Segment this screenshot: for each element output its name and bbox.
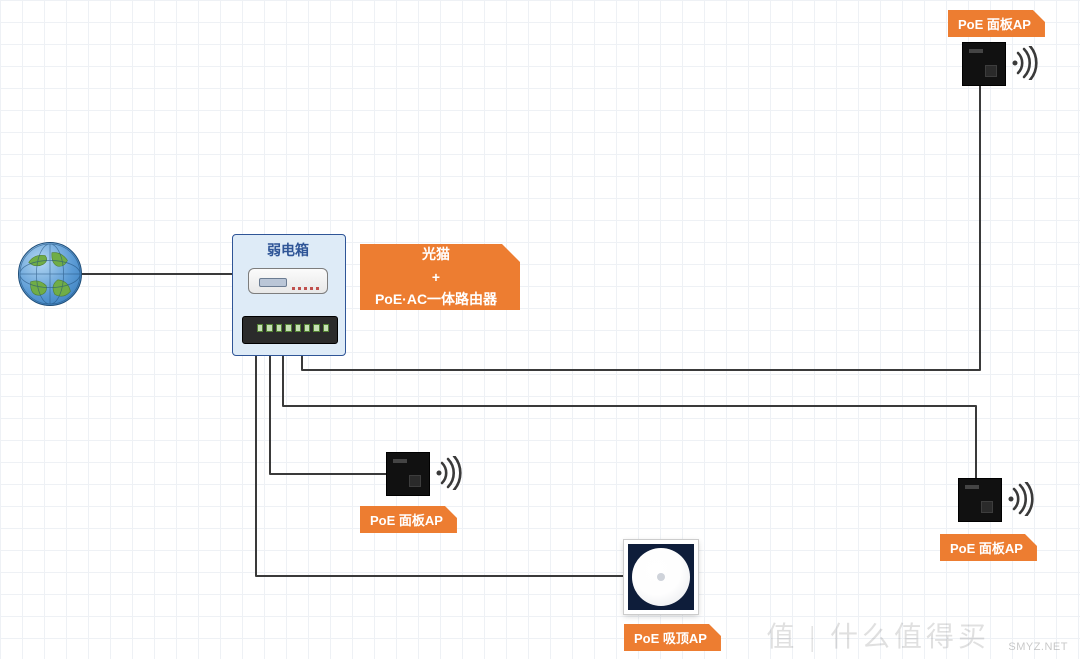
- ceiling-ap-icon: [624, 540, 698, 614]
- poe-ac-router-icon: [242, 316, 338, 344]
- weak-electric-box-title: 弱电箱: [267, 240, 309, 260]
- panel-ap-icon: [386, 452, 430, 496]
- panel-ap-icon: [958, 478, 1002, 522]
- panel-ap-label: PoE 面板AP: [360, 506, 457, 533]
- panel-ap-label: PoE 面板AP: [948, 10, 1045, 37]
- wifi-signal-icon: [434, 456, 468, 490]
- router-note-line1: 光猫: [374, 243, 498, 265]
- wifi-signal-icon: [1010, 46, 1044, 80]
- panel-ap-label: PoE 面板AP: [940, 534, 1037, 561]
- watermark-faded: 值 | 什么值得买: [766, 615, 990, 655]
- edges-layer: [0, 0, 1080, 659]
- diagram-canvas: 弱电箱 光猫 + PoE·AC一体路由器 PoE 面板AP PoE 面板AP P…: [0, 0, 1080, 659]
- ceiling-ap-label: PoE 吸顶AP: [624, 624, 721, 651]
- router-note-line3: PoE·AC一体路由器: [374, 288, 498, 310]
- optical-modem-icon: [248, 268, 328, 294]
- panel-ap-icon: [962, 42, 1006, 86]
- wifi-signal-icon: [1006, 482, 1040, 516]
- watermark-text: SMYZ.NET: [1008, 641, 1068, 653]
- router-description-label: 光猫 + PoE·AC一体路由器: [360, 244, 520, 310]
- router-note-line2: +: [374, 266, 498, 288]
- internet-globe-icon: [18, 242, 82, 306]
